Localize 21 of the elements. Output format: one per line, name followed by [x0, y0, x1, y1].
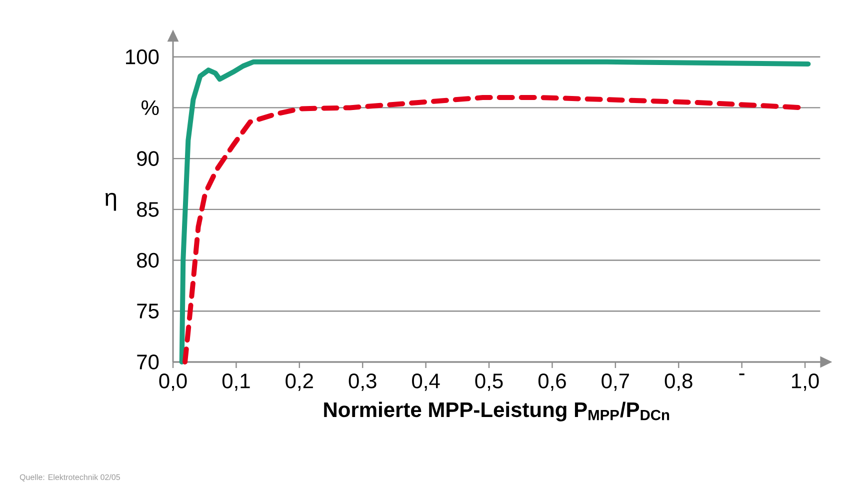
x-tick-label: 0,5 — [475, 374, 503, 391]
x-tick-label: 0,7 — [602, 374, 629, 391]
x-tick-label: 0,3 — [348, 374, 376, 391]
y-tick-label: 70 — [137, 354, 159, 370]
y-tick-label: 100 — [126, 49, 159, 64]
y-tick-label: % — [142, 100, 159, 116]
x-tick-label: 0,0 — [159, 374, 187, 391]
x-tick-label: 0,6 — [538, 374, 566, 391]
y-tick-label: 80 — [137, 252, 159, 268]
x-tick-label: 0,1 — [222, 374, 250, 391]
x-tick-label: 1,0 — [792, 374, 819, 391]
source-note: Quelle: Elektrotechnik 02/05 — [20, 474, 120, 482]
y-tick-label: 75 — [137, 304, 159, 318]
y-tick-label: 85 — [137, 202, 159, 217]
x-tick-label: 0,2 — [286, 374, 313, 391]
x-tick-label: 0,8 — [664, 374, 692, 391]
x-axis-title: Normierte MPP-Leistung P$_{MPP}$/P$_{DCn}$ — [324, 402, 670, 422]
y-tick-label: 90 — [137, 151, 159, 166]
x-tick-label: 0,4 — [412, 374, 440, 391]
x-tick-label: - — [739, 374, 744, 376]
y-axis-title: η — [105, 192, 116, 211]
